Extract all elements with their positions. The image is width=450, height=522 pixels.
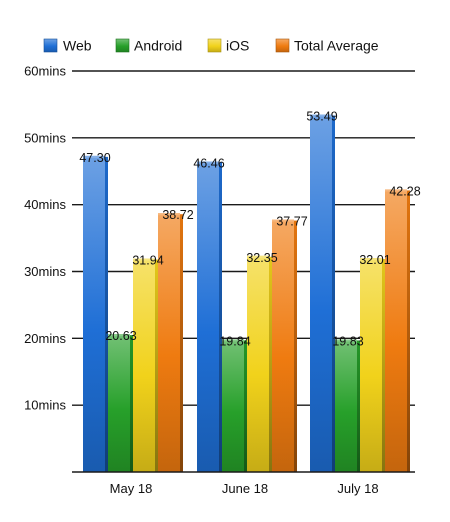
bar-side-ios-june-18 bbox=[269, 256, 272, 472]
legend-swatch-total-average bbox=[275, 38, 290, 53]
y-tick-label: 40mins bbox=[24, 197, 66, 212]
data-label-total-average-july-18: 42.28 bbox=[389, 184, 420, 198]
data-label-web-june-18: 46.46 bbox=[193, 156, 224, 170]
bar-ios-june-18 bbox=[247, 255, 269, 472]
legend-item-ios: iOS bbox=[207, 38, 249, 54]
bar-side-total-average-june-18 bbox=[294, 220, 297, 472]
data-label-total-average-may-18: 38.72 bbox=[162, 208, 193, 222]
y-tick-label: 30mins bbox=[24, 264, 66, 279]
bar-top-ios-july-18 bbox=[360, 258, 382, 261]
bar-side-android-july-18 bbox=[357, 340, 360, 472]
legend-label-ios: iOS bbox=[226, 38, 249, 54]
bar-side-ios-may-18 bbox=[155, 259, 158, 472]
bar-ios-may-18 bbox=[133, 258, 155, 472]
bar-web-june-18 bbox=[197, 161, 219, 472]
x-tick-label-july-18: July 18 bbox=[337, 481, 378, 496]
data-labels: 47.30 20.63 31.94 38.72 46.46 19.84 32.35 37.77… bbox=[79, 110, 420, 349]
bar-top-web-june-18 bbox=[197, 161, 219, 164]
bar-side-web-july-18 bbox=[332, 115, 335, 473]
bar-top-total-average-july-18 bbox=[385, 189, 407, 192]
data-label-ios-july-18: 32.01 bbox=[359, 253, 390, 267]
bar-web-july-18 bbox=[310, 114, 332, 473]
bar-ios-july-18 bbox=[360, 258, 382, 472]
x-tick-label-may-18: May 18 bbox=[110, 481, 153, 496]
bar-total-average-may-18 bbox=[158, 213, 180, 473]
legend-label-android: Android bbox=[134, 38, 182, 54]
y-tick-label: 50mins bbox=[24, 130, 66, 145]
data-label-total-average-june-18: 37.77 bbox=[276, 215, 307, 229]
chart-legend: Web Android iOS Total Average bbox=[43, 38, 379, 54]
y-tick-label: 10mins bbox=[24, 398, 66, 413]
data-label-ios-june-18: 32.35 bbox=[246, 251, 277, 265]
y-tick-label: 60mins bbox=[24, 64, 66, 79]
bars bbox=[83, 114, 410, 473]
bar-top-web-july-18 bbox=[310, 114, 332, 117]
bar-top-total-average-may-18 bbox=[158, 213, 180, 216]
legend-label-web: Web bbox=[63, 38, 92, 54]
bar-side-web-june-18 bbox=[219, 162, 222, 472]
data-label-android-may-18: 20.63 bbox=[105, 329, 136, 343]
bar-side-web-may-18 bbox=[105, 156, 108, 472]
bar-side-android-june-18 bbox=[244, 340, 247, 472]
legend-swatch-ios bbox=[207, 38, 222, 53]
legend-item-web: Web bbox=[43, 38, 92, 54]
bar-top-android-may-18 bbox=[108, 334, 130, 337]
bar-android-june-18 bbox=[222, 339, 244, 472]
legend-item-android: Android bbox=[115, 38, 182, 54]
bar-total-average-july-18 bbox=[385, 189, 407, 473]
x-tick-label-june-18: June 18 bbox=[222, 481, 268, 496]
bar-side-ios-july-18 bbox=[382, 259, 385, 472]
bar-android-july-18 bbox=[335, 339, 357, 472]
data-label-web-july-18: 53.49 bbox=[306, 110, 337, 124]
bar-web-may-18 bbox=[83, 155, 105, 472]
bar-top-total-average-june-18 bbox=[272, 219, 294, 222]
bar-top-android-june-18 bbox=[222, 339, 244, 342]
gridlines: 10mins 20mins 30mins 40mins 50mins 60mins bbox=[24, 64, 415, 413]
legend-label-total-average: Total Average bbox=[294, 38, 379, 54]
bar-side-total-average-may-18 bbox=[180, 214, 183, 473]
legend-swatch-android bbox=[115, 38, 130, 53]
data-label-android-june-18: 19.84 bbox=[219, 334, 250, 348]
data-label-ios-may-18: 31.94 bbox=[132, 254, 163, 268]
x-axis: May 18 June 18 July 18 bbox=[72, 471, 415, 496]
data-label-web-may-18: 47.30 bbox=[79, 151, 110, 165]
bar-side-android-may-18 bbox=[130, 335, 133, 472]
bar-total-average-june-18 bbox=[272, 219, 294, 472]
bar-android-may-18 bbox=[108, 334, 130, 472]
bar-top-android-july-18 bbox=[335, 339, 357, 342]
legend-swatch-web bbox=[43, 38, 58, 53]
legend-item-total-average: Total Average bbox=[275, 38, 379, 54]
y-tick-label: 20mins bbox=[24, 331, 66, 346]
bar-top-web-may-18 bbox=[83, 155, 105, 158]
bar-top-ios-june-18 bbox=[247, 255, 269, 258]
bar-side-total-average-july-18 bbox=[407, 190, 410, 473]
data-label-android-july-18: 19.83 bbox=[332, 334, 363, 348]
bar-top-ios-may-18 bbox=[133, 258, 155, 261]
